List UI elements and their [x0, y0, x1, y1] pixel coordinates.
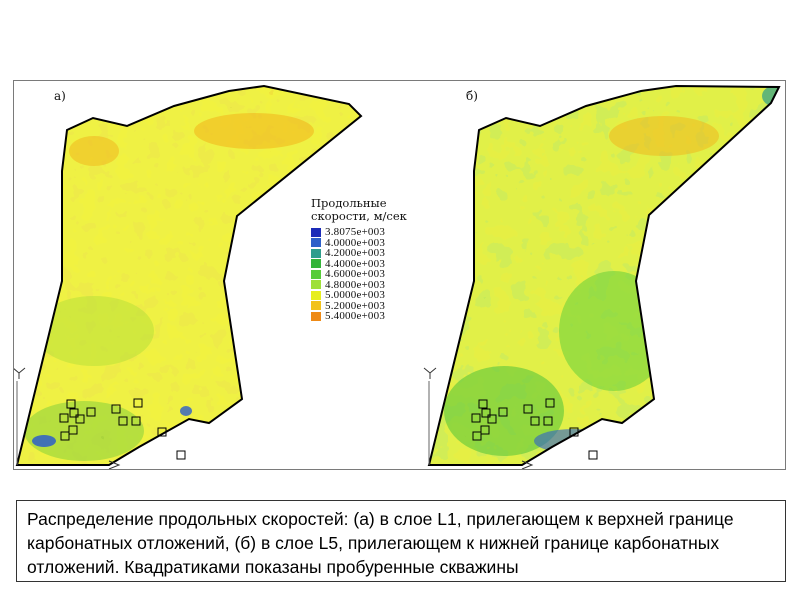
- well-square: [75, 414, 85, 424]
- legend-swatch: [311, 301, 321, 311]
- legend-row: 4.0000e+003: [311, 236, 386, 249]
- legend-row: 3.8075e+003: [311, 227, 385, 238]
- well-square: [523, 404, 533, 414]
- well-square: [478, 399, 488, 409]
- well-square: [472, 431, 482, 441]
- caption-box: Распределение продольных скоростей: (а) …: [16, 500, 786, 582]
- legend-swatch: [311, 259, 321, 269]
- legend-swatch: [311, 280, 321, 290]
- well-square: [545, 398, 555, 408]
- legend-value: 4.6000e+003: [325, 268, 386, 281]
- well-square: [543, 416, 553, 426]
- legend-row: 4.4000e+003: [311, 257, 386, 270]
- well-square: [69, 408, 79, 418]
- velocity-maps: [14, 84, 781, 469]
- well-square: [487, 414, 497, 424]
- caption-text: Распределение продольных скоростей: (а) …: [27, 509, 734, 577]
- legend-value: 4.2000e+003: [325, 247, 386, 260]
- panel-b-label: б): [466, 89, 478, 103]
- legend-swatch: [311, 290, 321, 300]
- legend-swatch: [311, 238, 321, 248]
- axis-marks-a: [14, 367, 121, 469]
- legend-title: Продольные скорости, м/сек: [311, 196, 407, 223]
- well-square: [480, 425, 490, 435]
- legend-swatch: [311, 248, 321, 258]
- well-square: [588, 450, 598, 460]
- well-square: [60, 431, 70, 441]
- legend-swatch: [311, 269, 321, 279]
- map-panel-b: [429, 86, 779, 465]
- well-square: [569, 427, 579, 437]
- well-square: [471, 413, 481, 423]
- legend-row: 5.2000e+003: [311, 299, 386, 312]
- legend-swatch: [311, 311, 321, 321]
- legend-value: 4.4000e+003: [325, 257, 386, 270]
- legend-row: 5.0000e+003: [311, 290, 385, 301]
- legend-value: 4.8000e+003: [325, 278, 386, 291]
- legend-value: 5.4000e+003: [325, 310, 386, 323]
- legend-value: 5.2000e+003: [325, 299, 386, 312]
- legend-value: 4.0000e+003: [325, 236, 386, 249]
- legend-value: 5.0000e+003: [325, 289, 386, 302]
- well-square: [118, 416, 128, 426]
- axis-marks-b: [423, 367, 534, 469]
- well-square: [176, 450, 186, 460]
- legend: 3.8075e+003 4.0000e+003 4.2000e+003 4.4000e…: [311, 227, 385, 322]
- well-square: [111, 404, 121, 414]
- well-square: [157, 427, 167, 437]
- legend-row: 4.6000e+003: [311, 269, 385, 280]
- well-square: [133, 398, 143, 408]
- legend-row: 4.8000e+003: [311, 278, 386, 291]
- well-square: [131, 416, 141, 426]
- well-square: [86, 407, 96, 417]
- well-square: [59, 413, 69, 423]
- well-square: [66, 399, 76, 409]
- well-square: [498, 407, 508, 417]
- well-square: [68, 425, 78, 435]
- legend-value: 3.8075e+003: [325, 226, 386, 239]
- figure-frame: а) б) Продольные скорости, м/сек 3.8075e…: [13, 80, 786, 470]
- legend-swatch: [311, 227, 321, 237]
- panel-a-label: а): [54, 89, 66, 103]
- legend-row: 5.4000e+003: [311, 311, 385, 322]
- wells-panel-a: [59, 398, 186, 460]
- legend-row: 4.2000e+003: [311, 248, 385, 259]
- well-square: [481, 408, 491, 418]
- wells-panel-b: [471, 398, 598, 460]
- well-square: [530, 416, 540, 426]
